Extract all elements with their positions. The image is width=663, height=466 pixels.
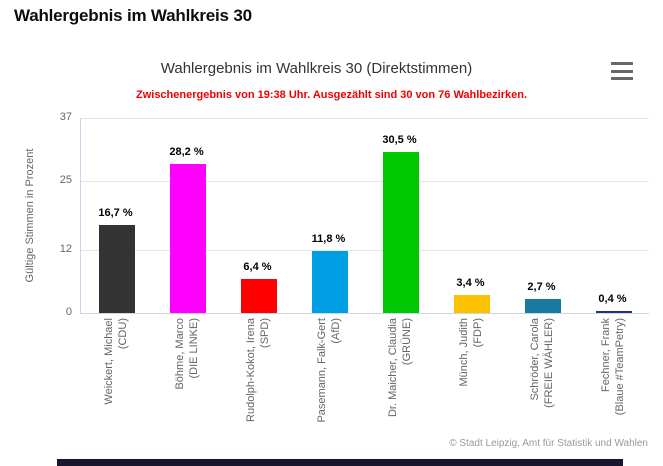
- x-label-candidate: Böhme, Marco: [173, 318, 186, 390]
- footer-bar: [57, 459, 623, 466]
- bar-value-label: 3,4 %: [456, 277, 485, 289]
- bar-gr-ne[interactable]: [382, 152, 419, 313]
- bar-value-label: 30,5 %: [382, 134, 417, 146]
- y-tick-label: 25: [59, 174, 72, 187]
- bar-value-label: 0,4 %: [598, 293, 627, 305]
- x-label-party: (GRÜNE): [400, 318, 413, 366]
- credits-label: © Stadt Leipzig, Amt für Statistik und W…: [449, 438, 648, 449]
- chart-subtitle: Zwischenergebnis von 19:38 Uhr. Ausgezäh…: [135, 89, 527, 101]
- x-axis-label: Weickert, Michael (CDU): [102, 318, 130, 430]
- x-axis-label: Dr. Maicher, Claudia (GRÜNE): [386, 318, 414, 430]
- bar-value-label: 28,2 %: [169, 146, 204, 158]
- x-label-candidate: Rudolph-Kokot, Irena: [244, 318, 257, 422]
- x-label-candidate: Weickert, Michael: [102, 318, 115, 405]
- x-label-party: (Blaue #TeamPetry): [613, 318, 626, 416]
- bar-blaue-teampetry[interactable]: [595, 311, 632, 313]
- x-label-party: (CDU): [116, 318, 129, 350]
- x-label-candidate: Pasemann, Falk-Gert: [315, 318, 328, 423]
- page-title: Wahlergebnis im Wahlkreis 30: [14, 6, 252, 25]
- x-label-party: (FDP): [471, 318, 484, 348]
- hamburger-icon: [611, 77, 633, 80]
- chart-menu-button[interactable]: [606, 58, 640, 84]
- bar-value-label: 11,8 %: [311, 233, 346, 245]
- gridline: [81, 181, 649, 183]
- y-tick-label: 0: [65, 306, 72, 318]
- x-label-party: (AfD): [329, 318, 342, 344]
- x-axis-label: Schröder, Carola (FREIE WÄHLER): [528, 318, 556, 430]
- bar-afd[interactable]: [311, 251, 348, 313]
- gridline: [81, 249, 649, 251]
- bar-die-linke[interactable]: [169, 164, 206, 313]
- bar-value-label: 16,7 %: [98, 207, 133, 219]
- x-axis-label: Fechner, Frank (Blaue #TeamPetry): [599, 318, 627, 430]
- y-tick-label: 37: [59, 111, 72, 123]
- x-label-party: (SPD): [258, 318, 271, 348]
- bar-freie-w-hler[interactable]: [524, 299, 561, 313]
- bar-value-label: 2,7 %: [527, 281, 556, 293]
- plot-area: [80, 118, 649, 314]
- bar-cdu[interactable]: [98, 225, 135, 313]
- bar-fdp[interactable]: [453, 295, 490, 313]
- y-tick-label: 12: [59, 242, 72, 255]
- x-label-party: (FREIE WÄHLER): [542, 318, 555, 408]
- hamburger-icon: [611, 69, 633, 73]
- gridline: [81, 118, 649, 119]
- chart-title: Wahlergebnis im Wahlkreis 30 (Direktstim…: [160, 60, 473, 77]
- x-axis-label: Rudolph-Kokot, Irena (SPD): [244, 318, 272, 430]
- x-label-party: (DIE LINKE): [187, 318, 200, 379]
- y-axis-title: Gültige Stimmen in Prozent: [24, 148, 36, 283]
- bar-value-label: 6,4 %: [243, 261, 272, 273]
- x-axis-label: Münch, Judith (FDP): [457, 318, 485, 430]
- bar-spd[interactable]: [240, 279, 277, 313]
- x-label-candidate: Dr. Maicher, Claudia: [386, 318, 399, 418]
- x-label-candidate: Schröder, Carola: [528, 318, 541, 401]
- x-axis-label: Pasemann, Falk-Gert (AfD): [315, 318, 343, 430]
- x-label-candidate: Münch, Judith: [457, 318, 470, 387]
- x-axis-label: Böhme, Marco (DIE LINKE): [173, 318, 201, 430]
- x-label-candidate: Fechner, Frank: [599, 318, 612, 392]
- hamburger-icon: [611, 62, 633, 65]
